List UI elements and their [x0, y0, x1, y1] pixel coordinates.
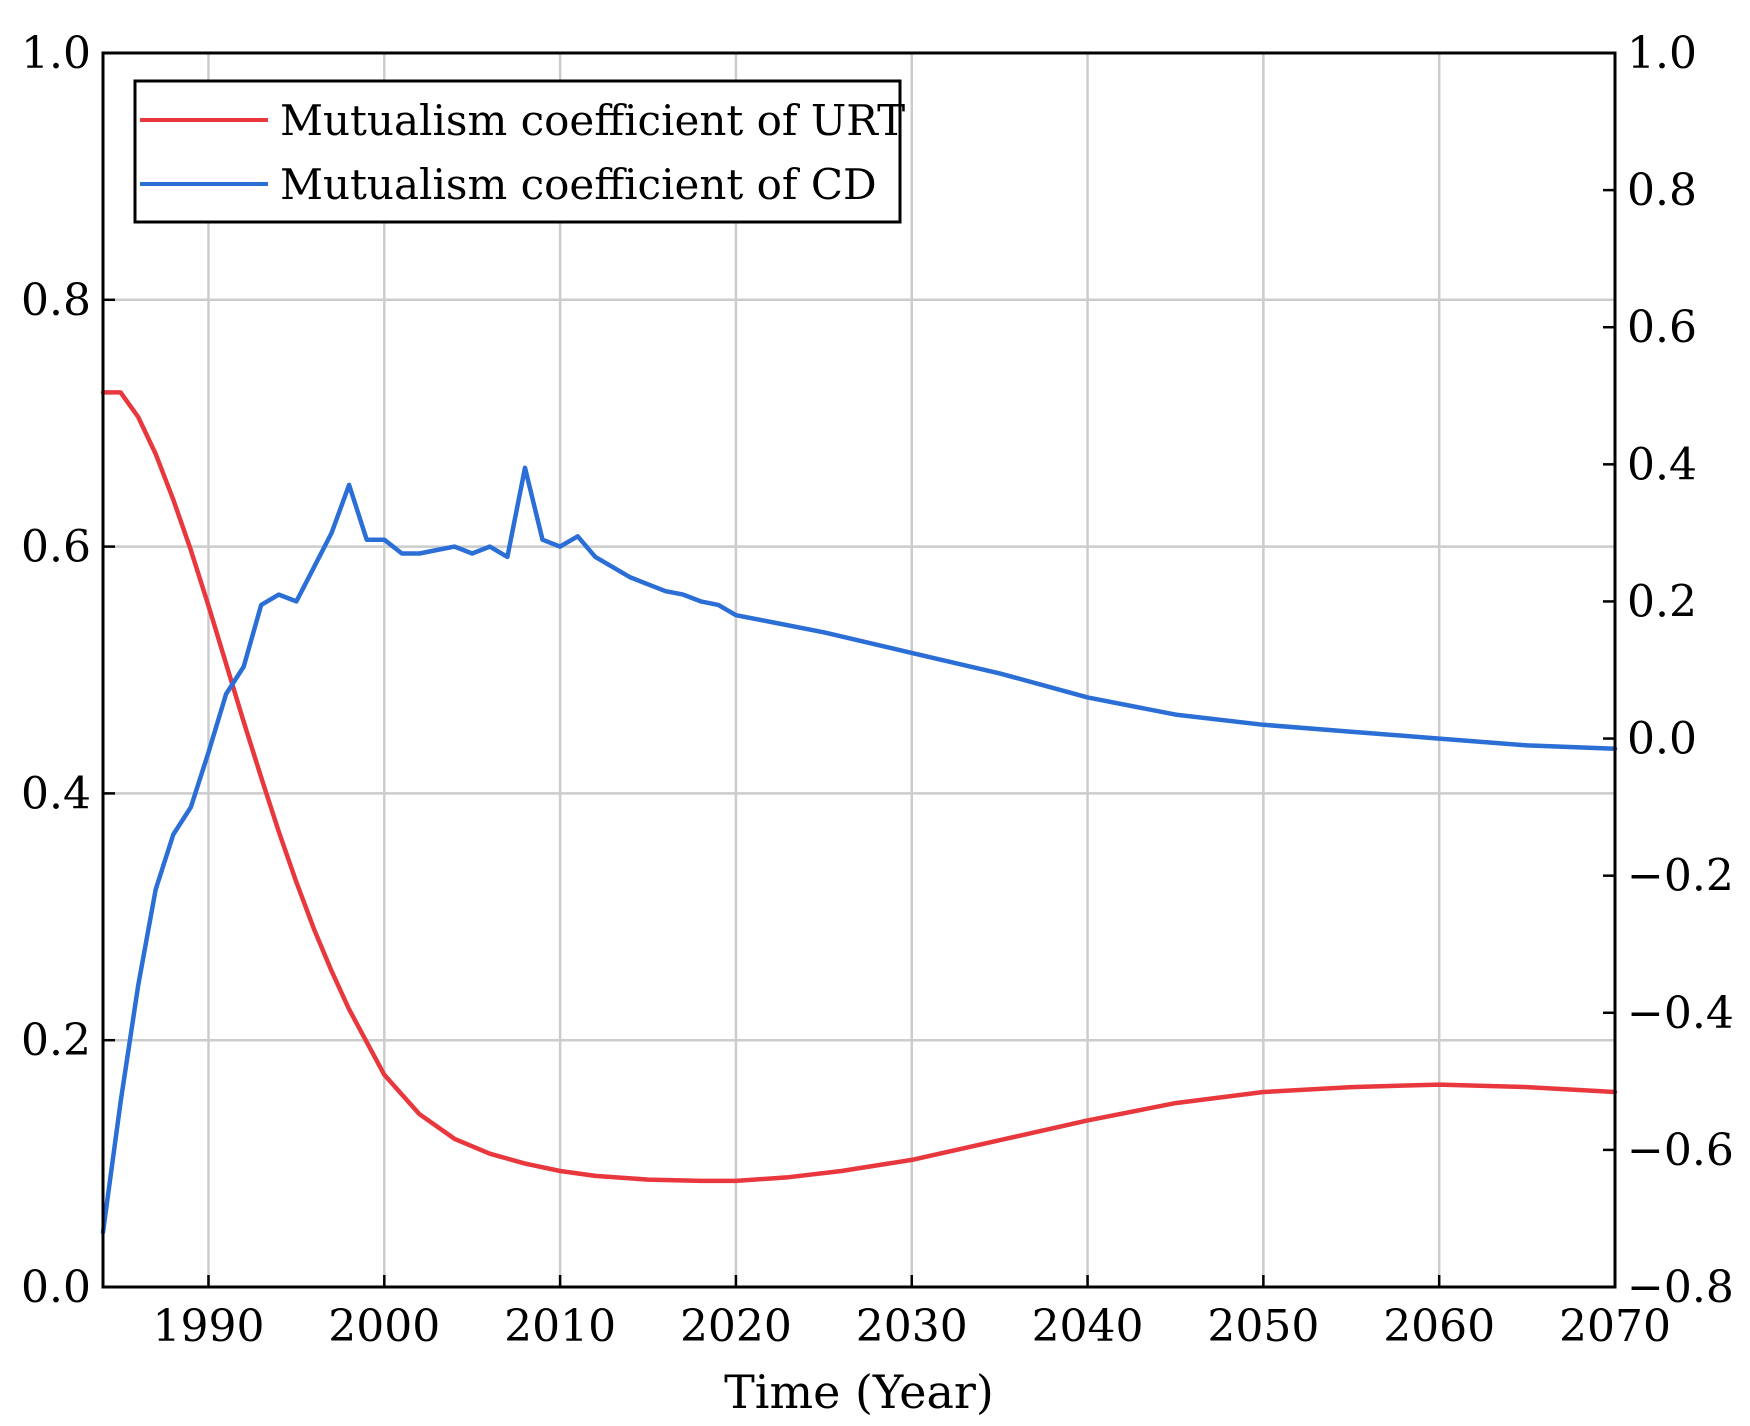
y2-tick-label: 0.4 [1627, 439, 1697, 490]
series-line-1 [100, 465, 1618, 1235]
y-tick-label: 0.6 [21, 522, 91, 573]
x-tick-label: 2060 [1383, 1301, 1495, 1352]
legend-label-urt: Mutualism coefficient of URT [280, 96, 905, 145]
y-tick-label: 1.0 [21, 28, 91, 79]
y-tick-label: 0.0 [21, 1262, 91, 1313]
y2-tick-label: −0.6 [1627, 1125, 1734, 1176]
plot-frame [101, 51, 1617, 1289]
y2-tick-label: 0.2 [1627, 576, 1697, 627]
x-axis: 1990 2000 2010 2020 2030 2040 2050 2060 2070 [152, 1275, 1671, 1352]
y2-tick-label: 0.6 [1627, 302, 1697, 353]
y-tick-label: 0.2 [21, 1015, 91, 1066]
series-group [100, 390, 1618, 1235]
y2-tick-label: −0.8 [1627, 1262, 1734, 1313]
x-tick-label: 1990 [152, 1301, 264, 1352]
x-tick-label: 2020 [680, 1301, 792, 1352]
x-tick-label: 2050 [1207, 1301, 1319, 1352]
x-tick-label: 2070 [1559, 1301, 1671, 1352]
y2-tick-label: −0.4 [1627, 988, 1734, 1039]
x-tick-label: 2040 [1032, 1301, 1144, 1352]
y2-tick-label: −0.2 [1627, 851, 1734, 902]
x-axis-title: Time (Year) [724, 1365, 994, 1419]
series-line-0 [100, 390, 1618, 1184]
y-tick-label: 0.8 [21, 275, 91, 326]
legend-box [133, 79, 902, 224]
legend-label-cd: Mutualism coefficient of CD [280, 160, 877, 209]
x-tick-label: 2000 [328, 1301, 440, 1352]
y-axis-left: 0.0 0.2 0.4 0.6 0.8 1.0 [21, 28, 115, 1313]
y2-tick-label: 1.0 [1627, 28, 1697, 79]
x-tick-label: 2010 [504, 1301, 616, 1352]
y2-tick-label: 0.0 [1627, 714, 1697, 765]
legend: Mutualism coefficient of URT Mutualism c… [133, 79, 905, 224]
y2-tick-label: 0.8 [1627, 165, 1697, 216]
y-axis-right: −0.8 −0.6 −0.4 −0.2 0.0 0.2 0.4 0.6 0.8 1.0 [1603, 28, 1734, 1313]
y-tick-label: 0.4 [21, 768, 91, 819]
x-tick-label: 2030 [856, 1301, 968, 1352]
